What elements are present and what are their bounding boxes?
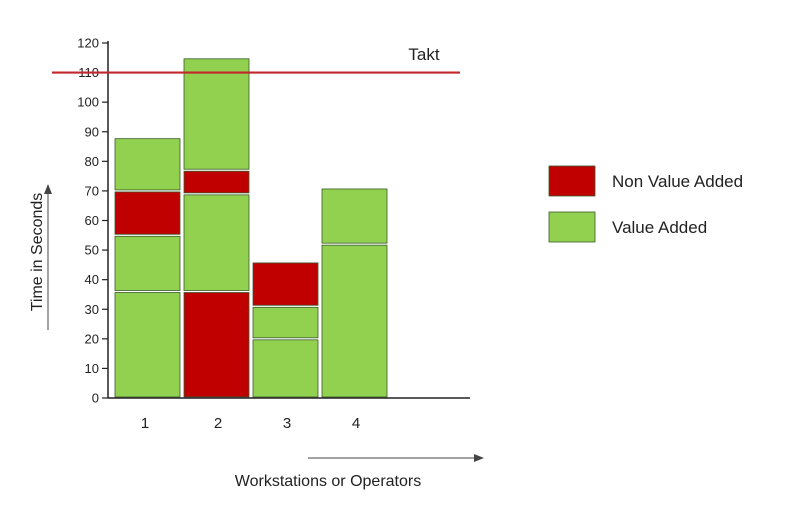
x-category-label-3: 3 [283,415,291,432]
bar-segment-1-2 [114,235,181,291]
y-tick-label-120: 120 [77,36,99,51]
y-tick-label-60: 60 [85,213,99,228]
bar-segment-3-3 [252,262,319,306]
y-tick-label-30: 30 [85,302,99,317]
legend-label-2: Value Added [612,218,707,237]
x-category-label-1: 1 [141,415,149,432]
bar-segment-4-2 [321,188,388,244]
y-tick-label-40: 40 [85,272,99,287]
y-axis-title: Time in Seconds [29,193,46,312]
bar-segment-2-3 [183,170,250,194]
y-tick-label-0: 0 [92,391,99,406]
bar-segment-4-1 [321,244,388,398]
legend-label-1: Non Value Added [612,172,743,191]
bar-segment-2-4 [183,58,250,170]
bar-segment-1-3 [114,191,181,235]
x-axis-arrow-head [474,454,484,462]
y-tick-label-70: 70 [85,183,99,198]
bar-segment-3-2 [252,306,319,339]
y-axis-arrow-head [44,184,52,194]
takt-label: Takt [408,45,439,64]
y-tick-label-20: 20 [85,331,99,346]
x-category-label-2: 2 [214,415,222,432]
y-tick-label-10: 10 [85,361,99,376]
y-tick-label-90: 90 [85,124,99,139]
x-category-label-4: 4 [352,415,360,432]
bar-segment-2-1 [183,292,250,398]
bar-segment-3-1 [252,339,319,398]
y-tick-label-100: 100 [77,95,99,110]
x-axis-title: Workstations or Operators [235,473,421,490]
bar-segment-1-1 [114,292,181,398]
y-tick-label-80: 80 [85,154,99,169]
legend-swatch-2 [548,211,596,243]
y-tick-label-50: 50 [85,243,99,258]
bar-segment-1-4 [114,138,181,191]
bar-segment-2-2 [183,194,250,291]
legend-swatch-1 [548,165,596,197]
